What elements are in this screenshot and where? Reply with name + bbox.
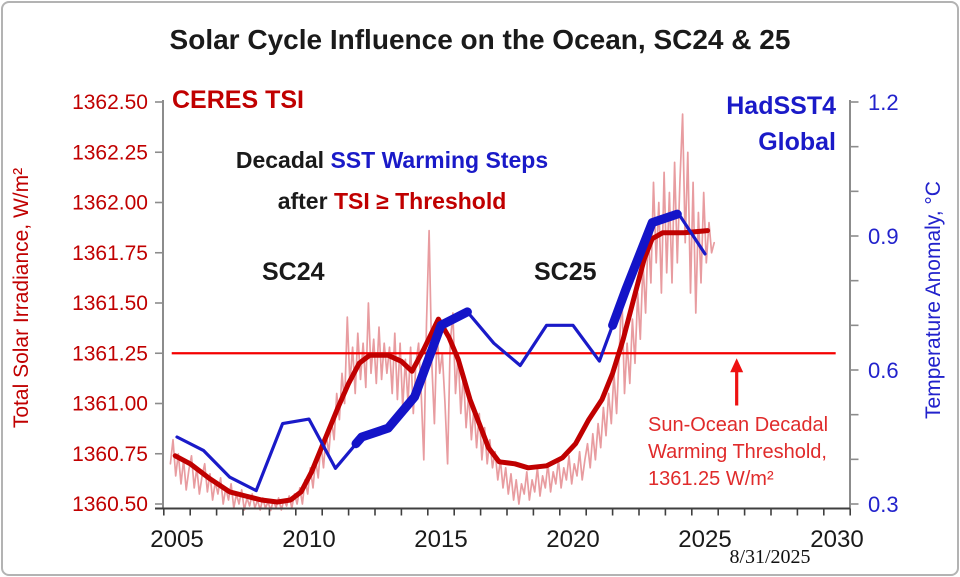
- left-axis-tick-label: 1361.50: [72, 292, 148, 315]
- left-axis-title: Total Solar Irradiance, W/m²: [10, 167, 33, 429]
- x-axis-tick-label: 2025: [678, 526, 731, 553]
- label-sc24: SC24: [262, 258, 325, 286]
- series-decadal-sst-warming-step-sc25: [608, 209, 682, 330]
- right-axis-tick-label: 1.2: [868, 90, 899, 115]
- label-sc25: SC25: [534, 258, 597, 286]
- annotation-threshold: Sun-Ocean Decadal Warming Threshold, 1361.…: [648, 412, 828, 493]
- x-axis-tick-label: 2030: [810, 526, 863, 553]
- left-axis-tick-label: 1362.50: [72, 91, 148, 114]
- legend-hadsst4-line2: Global: [758, 128, 836, 156]
- left-axis-tick-label: 1361.00: [72, 393, 148, 416]
- left-axis-tick-label: 1361.25: [72, 342, 148, 365]
- right-axis-tick-label: 0.6: [868, 358, 899, 383]
- annotation-threshold-line1: Sun-Ocean Decadal: [648, 414, 829, 436]
- x-axis-tick-label: 2020: [546, 526, 599, 553]
- threshold-arrow-head: [730, 358, 744, 373]
- left-axis-tick-label: 1360.50: [72, 493, 148, 516]
- annotation-threshold-line3: 1361.25 W/m²: [648, 468, 774, 490]
- left-axis-tick-label: 1361.75: [72, 242, 148, 265]
- annotation-decadal-blue: SST Warming Steps: [330, 147, 549, 173]
- x-axis-tick-label: 2015: [414, 526, 467, 553]
- left-axis-tick-label: 1362.00: [72, 192, 148, 215]
- annotation-decadal-steps: Decadal SST Warming Steps after TSI ≥ Thr…: [206, 140, 578, 222]
- legend-ceres-tsi: CERES TSI: [172, 86, 304, 114]
- legend-hadsst4-global: HadSST4 Global: [600, 88, 836, 160]
- annotation-after-black: after: [277, 188, 334, 214]
- annotation-after-red: TSI ≥ Threshold: [333, 188, 507, 214]
- chart-title: Solar Cycle Influence on the Ocean, SC24…: [169, 24, 791, 55]
- legend-hadsst4-line1: HadSST4: [726, 92, 836, 120]
- x-axis-tick-label: 2005: [150, 526, 203, 553]
- x-axis-tick-label: 2010: [282, 526, 335, 553]
- right-axis-title: Temperature Anomaly, °C: [922, 181, 945, 419]
- right-axis-tick-label: 0.3: [868, 492, 899, 517]
- series-decadal-sst-warming-step-sc24: [351, 307, 472, 449]
- date-stamp: 8/31/2025: [729, 546, 811, 568]
- left-axis-tick-label: 1360.75: [72, 443, 148, 466]
- annotation-decadal-black: Decadal: [235, 147, 331, 173]
- annotation-threshold-line2: Warming Threshold,: [648, 441, 827, 463]
- right-axis-tick-label: 0.9: [868, 224, 899, 249]
- left-axis-tick-label: 1362.25: [72, 141, 148, 164]
